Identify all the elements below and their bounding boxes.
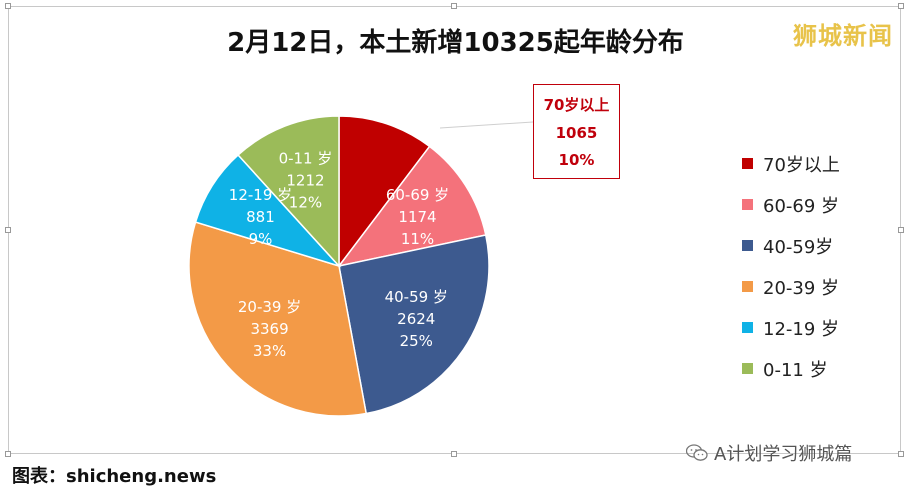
slice-label-value: 1174 (398, 208, 436, 226)
resize-handle[interactable] (5, 227, 11, 233)
chart-title: 2月12日，本土新增10325起年龄分布 (227, 28, 684, 58)
legend-swatch (742, 199, 753, 210)
legend-item: 40-59岁 (742, 225, 840, 266)
legend-label: 70岁以上 (763, 154, 840, 176)
legend-item: 0-11 岁 (742, 348, 840, 389)
wechat-icon (686, 444, 708, 461)
slice-label-percent: 33% (253, 342, 286, 360)
legend-swatch (742, 363, 753, 374)
pie-slice (338, 115, 431, 269)
slice-label-value: 1212 (286, 171, 324, 189)
callout-leader-line (439, 121, 534, 129)
slice-label-category: 40-59 岁 (385, 288, 448, 306)
slice-label-value: 881 (246, 208, 275, 226)
slice-label-value: 3369 (250, 320, 288, 338)
slice-label-category: 20-39 岁 (238, 298, 301, 316)
slice-label-percent: 25% (400, 332, 433, 350)
legend-label: 12-19 岁 (763, 318, 840, 340)
pie-slice (337, 145, 487, 268)
resize-handle[interactable] (898, 3, 904, 9)
resize-handle[interactable] (451, 3, 457, 9)
slice-label-percent: 12% (289, 193, 322, 211)
slice-label-category: 60-69 岁 (386, 186, 449, 204)
pie-slice (237, 115, 340, 268)
legend-swatch (742, 240, 753, 251)
legend-item: 70岁以上 (742, 143, 840, 184)
legend-label: 60-69 岁 (763, 195, 840, 217)
resize-handle[interactable] (5, 3, 11, 9)
legend-swatch (742, 322, 753, 333)
wechat-credit: A计划学习狮城篇 (686, 440, 852, 466)
slice-label-category: 0-11 岁 (279, 149, 333, 167)
legend-item: 12-19 岁 (742, 307, 840, 348)
resize-handle[interactable] (5, 451, 11, 457)
wechat-account: A计划学习狮城篇 (714, 444, 853, 465)
legend-swatch (742, 281, 753, 292)
legend-item: 20-39 岁 (742, 266, 840, 307)
resize-handle[interactable] (898, 227, 904, 233)
pie-slice (188, 221, 368, 417)
callout-box: 70岁以上 1065 10% (533, 84, 620, 179)
legend-label: 40-59岁 (763, 236, 834, 258)
callout-value: 1065 (555, 123, 598, 142)
slice-label-value: 2624 (397, 310, 435, 328)
resize-handle[interactable] (898, 451, 904, 457)
slice-label-percent: 9% (249, 230, 273, 248)
legend-label: 20-39 岁 (763, 277, 840, 299)
callout-label: 70岁以上 (543, 95, 610, 114)
watermark-logo: 狮城新闻 (793, 22, 893, 50)
legend-item: 60-69 岁 (742, 184, 840, 225)
slice-label-category: 12-19 岁 (229, 186, 292, 204)
legend-label: 0-11 岁 (763, 359, 828, 381)
chart-legend: 70岁以上 60-69 岁 40-59岁 20-39 岁 12-19 岁 0-11 岁 (742, 143, 840, 389)
legend-swatch (742, 158, 753, 169)
pie-slice (338, 234, 490, 415)
source-credit: 图表：shicheng.news (12, 466, 217, 487)
callout-percent: 10% (558, 151, 595, 170)
resize-handle[interactable] (451, 451, 457, 457)
slice-label-percent: 11% (401, 230, 434, 248)
